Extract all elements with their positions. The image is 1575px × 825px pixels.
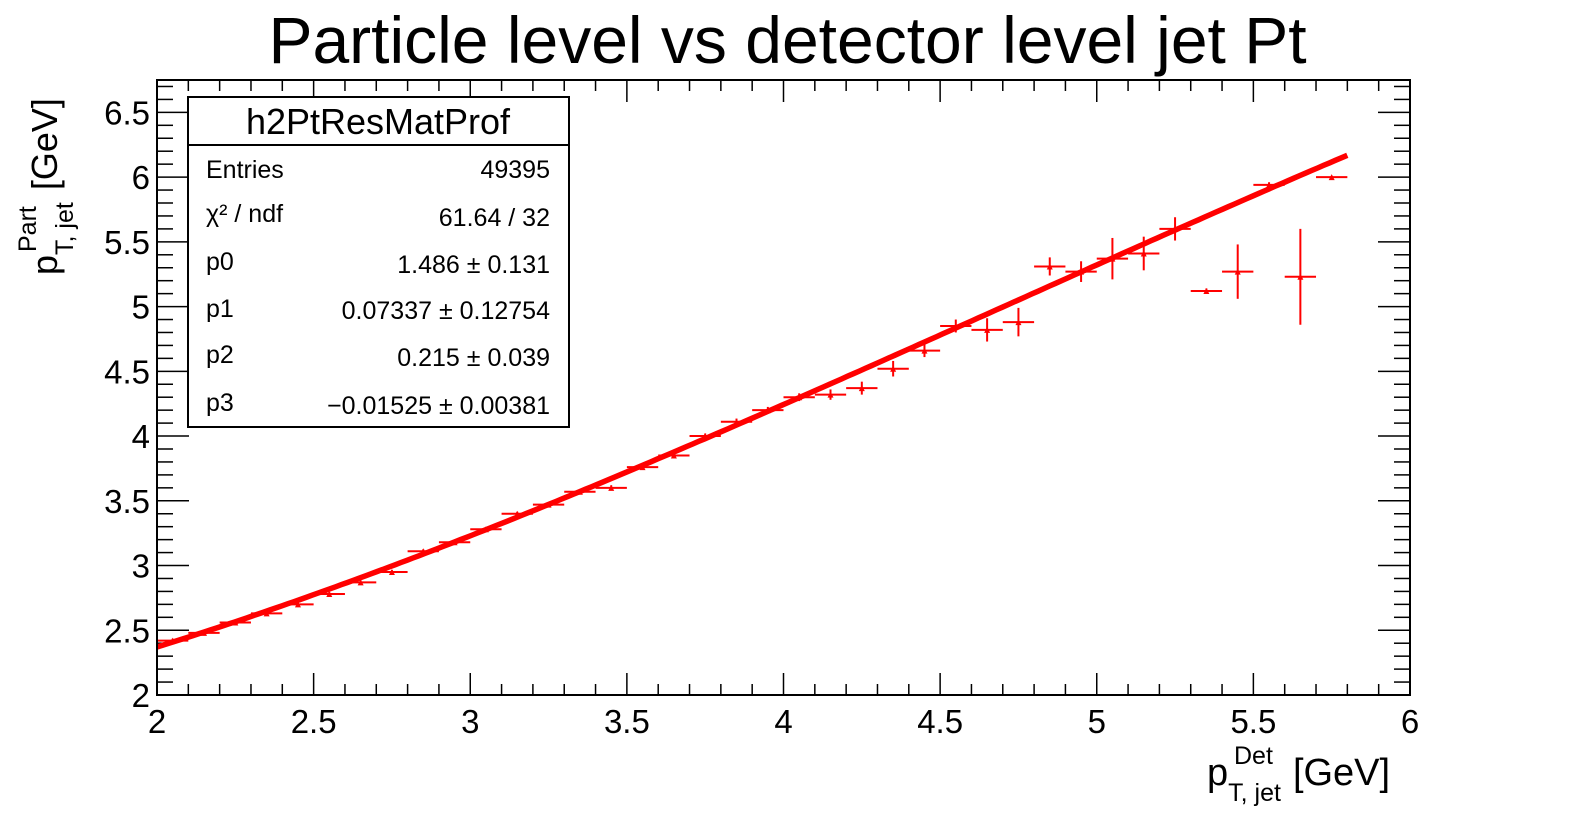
point-marker [1297, 273, 1304, 280]
data-point [908, 344, 941, 358]
point-marker [858, 385, 865, 392]
data-point [595, 484, 627, 491]
x-tick-label: 3 [461, 703, 479, 740]
stats-p3-value: −0.01525 ± 0.00381 [327, 392, 550, 420]
x-tick-label: 4 [774, 703, 792, 740]
data-point [814, 389, 847, 400]
point-marker [326, 591, 333, 598]
y-tick-label: 5.5 [104, 224, 150, 261]
y-tick-label: 4 [132, 418, 150, 455]
y-tick-label: 3.5 [104, 483, 150, 520]
x-tick-label: 2.5 [291, 703, 337, 740]
point-marker [670, 452, 677, 459]
x-axis-label-main: p [1207, 752, 1228, 794]
fit-curve [156, 152, 1349, 650]
stats-p3-label: p3 [206, 389, 234, 417]
y-tick-label: 6 [132, 159, 150, 196]
data-point [877, 360, 909, 377]
stats-p2-value: 0.215 ± 0.039 [397, 344, 550, 372]
y-tick-label: 3 [132, 548, 150, 585]
stats-p0-label: p0 [206, 248, 234, 276]
data-point [1034, 257, 1066, 276]
data-point [971, 318, 1003, 342]
x-axis-label-unit: [GeV] [1293, 752, 1390, 794]
stats-p0-value: 1.486 ± 0.131 [397, 251, 550, 279]
y-axis-label-sub: T, jet [51, 202, 79, 255]
y-axis-label-unit: [GeV] [24, 98, 65, 190]
stats-entries-label: Entries [206, 156, 284, 184]
x-tick-label: 6 [1401, 703, 1419, 740]
stats-p1-label: p1 [206, 295, 234, 323]
x-axis-label: pT, jet [GeV] [1207, 752, 1390, 807]
point-marker [608, 484, 615, 491]
point-marker [1140, 250, 1147, 257]
x-axis-label-sup: Det [1234, 742, 1273, 770]
stats-p2-label: p2 [206, 341, 234, 369]
y-tick-label: 5 [132, 289, 150, 326]
point-marker [1203, 288, 1210, 295]
data-point [1222, 244, 1254, 299]
point-marker [921, 347, 928, 354]
point-marker [1234, 268, 1241, 275]
data-point [1002, 307, 1035, 337]
x-tick-label: 4.5 [917, 703, 963, 740]
point-marker [890, 365, 897, 372]
y-tick-label: 2.5 [104, 612, 150, 649]
x-axis-label-sub: T, jet [1228, 779, 1281, 807]
y-axis-label-main: p [24, 255, 65, 275]
data-point [846, 381, 878, 395]
point-marker [294, 601, 301, 608]
data-point [1316, 174, 1348, 181]
stats-chi2-label: χ² / ndf [206, 200, 283, 228]
x-tick-label: 5.5 [1230, 703, 1276, 740]
point-marker [827, 391, 834, 398]
x-tick-label: 5 [1088, 703, 1106, 740]
y-axis-label-sup: Part [14, 206, 42, 252]
x-tick-label: 3.5 [604, 703, 650, 740]
point-marker [357, 579, 364, 586]
stats-chi2-value: 61.64 / 32 [439, 204, 550, 232]
y-tick-label: 2 [132, 677, 150, 714]
y-axis-label: pT, jet [GeV] [24, 98, 79, 275]
stats-box-title: h2PtResMatProf [246, 101, 511, 142]
point-marker [388, 569, 395, 575]
data-point [1190, 288, 1223, 295]
point-marker [984, 326, 991, 333]
y-tick-label: 6.5 [104, 94, 150, 131]
plot-frame [156, 79, 1411, 696]
stats-entries-value: 49395 [480, 156, 550, 184]
point-marker [1046, 263, 1053, 270]
point-marker [1015, 319, 1022, 326]
data-point [1284, 228, 1317, 325]
chart-title: Particle level vs detector level jet Pt [268, 3, 1307, 77]
stats-box: h2PtResMatProf Entries 49395 χ² / ndf 61… [187, 96, 570, 428]
point-marker [1328, 174, 1335, 181]
x-tick-label: 2 [148, 703, 166, 740]
stats-p1-value: 0.07337 ± 0.12754 [342, 297, 550, 325]
y-tick-label: 4.5 [104, 353, 150, 390]
